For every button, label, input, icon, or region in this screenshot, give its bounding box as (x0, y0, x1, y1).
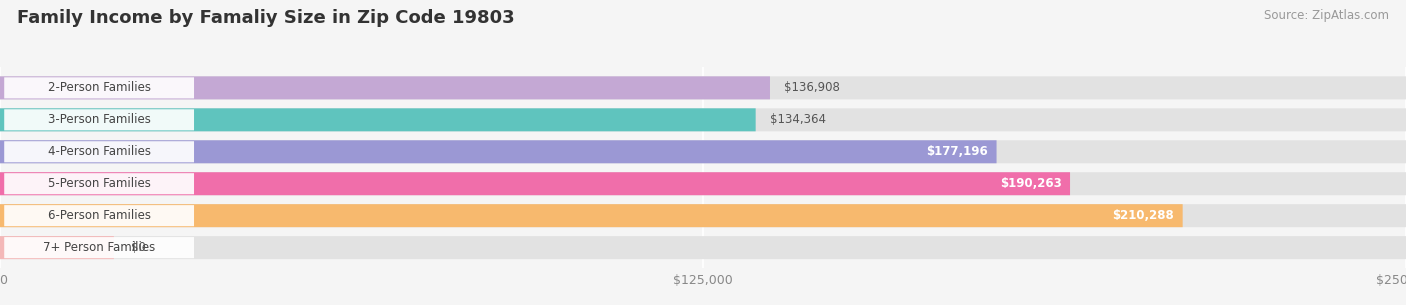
FancyBboxPatch shape (4, 173, 194, 194)
FancyBboxPatch shape (0, 204, 1182, 227)
Text: 6-Person Families: 6-Person Families (48, 209, 150, 222)
FancyBboxPatch shape (0, 204, 1406, 227)
FancyBboxPatch shape (0, 172, 1406, 195)
Text: 5-Person Families: 5-Person Families (48, 177, 150, 190)
Text: 2-Person Families: 2-Person Families (48, 81, 150, 94)
Text: $134,364: $134,364 (769, 113, 825, 126)
FancyBboxPatch shape (0, 76, 1406, 99)
Text: Family Income by Famaliy Size in Zip Code 19803: Family Income by Famaliy Size in Zip Cod… (17, 9, 515, 27)
FancyBboxPatch shape (4, 237, 194, 258)
FancyBboxPatch shape (0, 140, 1406, 163)
FancyBboxPatch shape (0, 108, 755, 131)
Text: Source: ZipAtlas.com: Source: ZipAtlas.com (1264, 9, 1389, 22)
FancyBboxPatch shape (0, 236, 114, 259)
FancyBboxPatch shape (0, 108, 1406, 131)
Text: $0: $0 (131, 241, 146, 254)
FancyBboxPatch shape (0, 140, 997, 163)
FancyBboxPatch shape (0, 76, 770, 99)
Text: $210,288: $210,288 (1112, 209, 1174, 222)
Text: $190,263: $190,263 (1000, 177, 1062, 190)
Text: $136,908: $136,908 (785, 81, 839, 94)
Text: 7+ Person Families: 7+ Person Families (44, 241, 155, 254)
FancyBboxPatch shape (0, 236, 1406, 259)
FancyBboxPatch shape (4, 109, 194, 130)
Text: $177,196: $177,196 (927, 145, 988, 158)
FancyBboxPatch shape (4, 77, 194, 99)
Text: 4-Person Families: 4-Person Families (48, 145, 150, 158)
Text: 3-Person Families: 3-Person Families (48, 113, 150, 126)
FancyBboxPatch shape (0, 172, 1070, 195)
FancyBboxPatch shape (4, 205, 194, 226)
FancyBboxPatch shape (4, 141, 194, 162)
